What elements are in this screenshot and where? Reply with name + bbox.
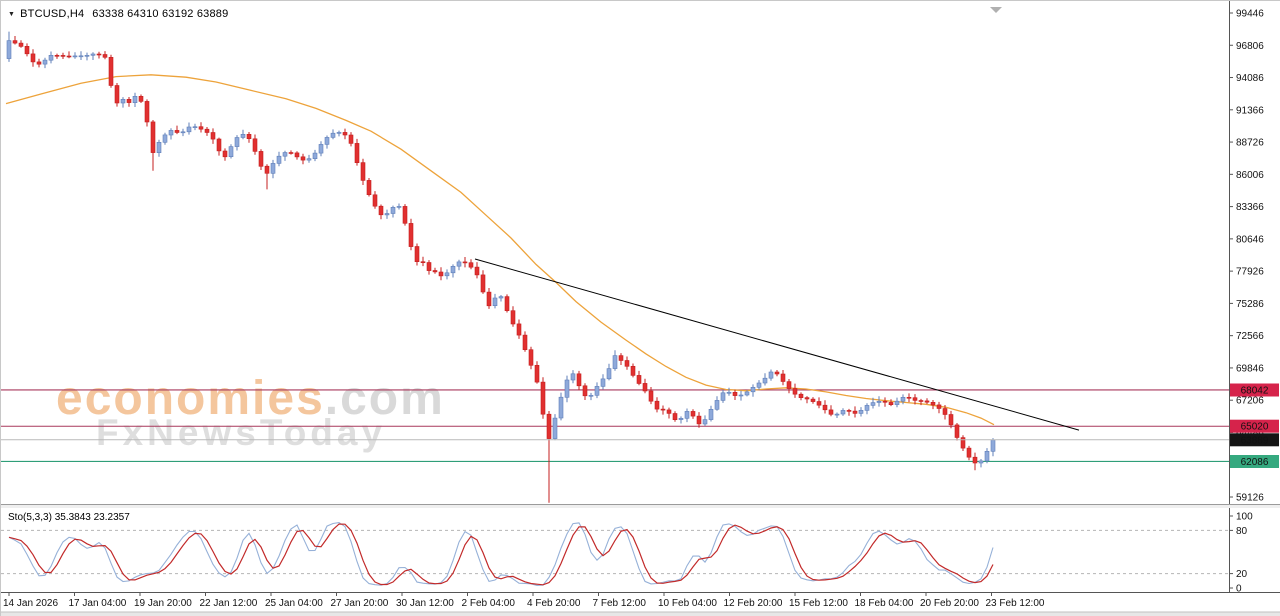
svg-text:63889: 63889 bbox=[1241, 435, 1269, 446]
svg-text:88726: 88726 bbox=[1236, 138, 1264, 149]
svg-text:77926: 77926 bbox=[1236, 267, 1264, 278]
svg-text:75286: 75286 bbox=[1236, 299, 1264, 310]
chart-ticker: ▼ BTCUSD,H4 63338 64310 63192 63889 bbox=[8, 8, 228, 20]
svg-text:25 Jan 04:00: 25 Jan 04:00 bbox=[265, 598, 323, 609]
svg-text:100: 100 bbox=[1236, 512, 1253, 523]
svg-text:27 Jan 20:00: 27 Jan 20:00 bbox=[331, 598, 389, 609]
candlesticks bbox=[6, 31, 996, 503]
stochastic-label: Sto(5,3,3) 35.3843 23.2357 bbox=[8, 512, 130, 523]
svg-text:72566: 72566 bbox=[1236, 331, 1264, 342]
svg-text:15 Feb 12:00: 15 Feb 12:00 bbox=[789, 598, 848, 609]
support-resistance-lines[interactable] bbox=[1, 389, 1229, 463]
svg-text:80646: 80646 bbox=[1236, 234, 1264, 245]
svg-text:99446: 99446 bbox=[1236, 9, 1264, 20]
svg-text:7 Feb 12:00: 7 Feb 12:00 bbox=[593, 598, 647, 609]
svg-text:94086: 94086 bbox=[1236, 73, 1264, 84]
svg-text:30 Jan 12:00: 30 Jan 12:00 bbox=[396, 598, 454, 609]
svg-text:10 Feb 04:00: 10 Feb 04:00 bbox=[658, 598, 717, 609]
svg-text:23 Feb 12:00: 23 Feb 12:00 bbox=[986, 598, 1045, 609]
time-axis[interactable]: 14 Jan 2026 17 Jan 04:00 19 Jan 20:00 22 Ja… bbox=[1, 592, 1280, 616]
svg-text:20: 20 bbox=[1236, 569, 1248, 580]
svg-text:83366: 83366 bbox=[1236, 202, 1264, 213]
svg-text:2 Feb 04:00: 2 Feb 04:00 bbox=[462, 598, 516, 609]
price-axis[interactable]: 99446 96806 94086 91366 88726 86006 83366 80646… bbox=[1229, 1, 1264, 592]
svg-text:69846: 69846 bbox=[1236, 363, 1264, 374]
svg-text:18 Feb 04:00: 18 Feb 04:00 bbox=[855, 598, 914, 609]
svg-text:86006: 86006 bbox=[1236, 170, 1264, 181]
svg-text:65020: 65020 bbox=[1241, 422, 1269, 433]
svg-text:22 Jan 12:00: 22 Jan 12:00 bbox=[200, 598, 258, 609]
price-badges: 68042 65020 62086 63889 bbox=[1230, 383, 1279, 468]
ticker-quote: 63338 64310 63192 63889 bbox=[92, 8, 229, 20]
svg-text:20 Feb 20:00: 20 Feb 20:00 bbox=[920, 598, 979, 609]
svg-text:14 Jan 2026: 14 Jan 2026 bbox=[3, 598, 58, 609]
svg-text:68042: 68042 bbox=[1241, 386, 1269, 397]
chart-shift-marker bbox=[990, 7, 1002, 13]
svg-text:67206: 67206 bbox=[1236, 396, 1264, 407]
svg-text:59126: 59126 bbox=[1236, 493, 1264, 504]
svg-text:96806: 96806 bbox=[1236, 41, 1264, 52]
svg-text:91366: 91366 bbox=[1236, 105, 1264, 116]
svg-text:19 Jan 20:00: 19 Jan 20:00 bbox=[134, 598, 192, 609]
stochastic-panel: 100 80 20 0 bbox=[1, 512, 1253, 595]
svg-text:0: 0 bbox=[1236, 584, 1242, 595]
trendline[interactable] bbox=[474, 258, 1080, 431]
ticker-symbol: BTCUSD,H4 bbox=[20, 8, 85, 20]
svg-text:4 Feb 20:00: 4 Feb 20:00 bbox=[527, 598, 581, 609]
svg-text:62086: 62086 bbox=[1241, 457, 1269, 468]
svg-text:12 Feb 20:00: 12 Feb 20:00 bbox=[724, 598, 783, 609]
svg-text:80: 80 bbox=[1236, 526, 1248, 537]
panel-splitter[interactable] bbox=[1, 504, 1280, 509]
symbol-dropdown-icon[interactable]: ▼ bbox=[8, 11, 16, 18]
svg-text:17 Jan 04:00: 17 Jan 04:00 bbox=[69, 598, 127, 609]
